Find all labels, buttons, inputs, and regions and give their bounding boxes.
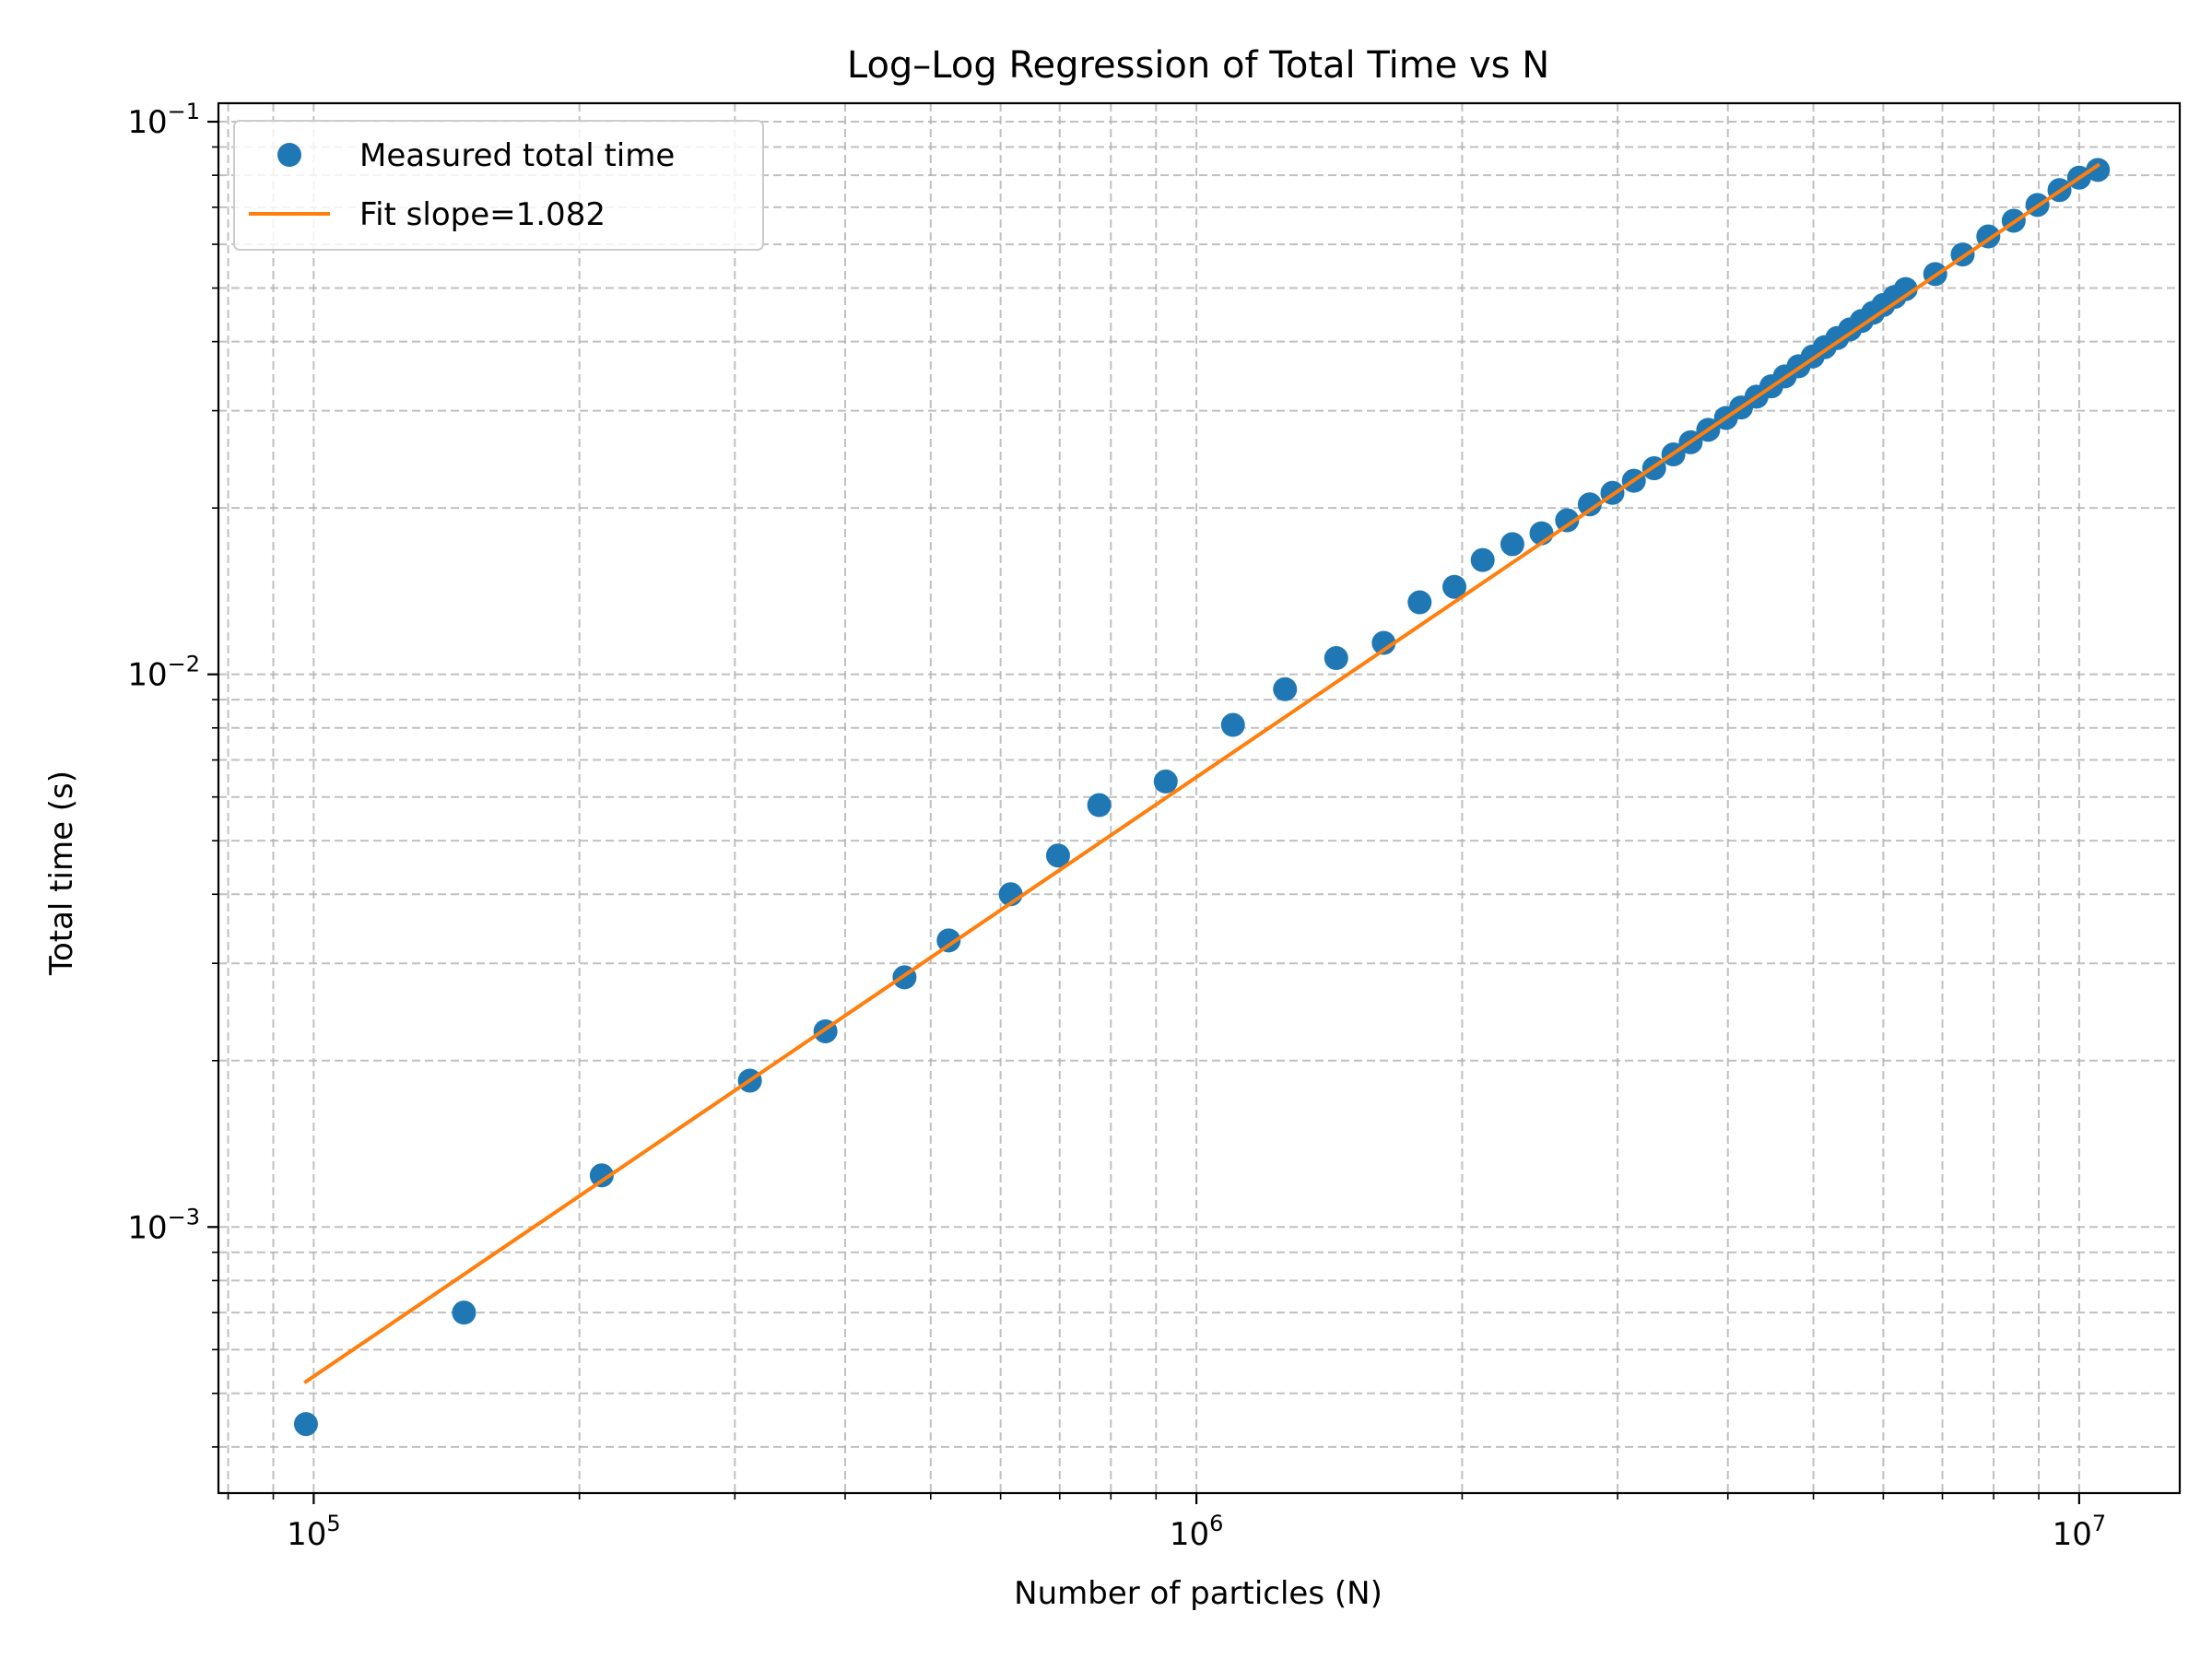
data-point: [1153, 769, 1178, 794]
fit-line: [303, 162, 2100, 1384]
y-tick-label: 10−2: [127, 652, 200, 694]
data-point: [936, 928, 961, 953]
legend-label-fit: Fit slope=1.082: [359, 196, 606, 233]
data-point: [1324, 646, 1348, 671]
axis-ticks: 105 106 107 10−3 10−2 10−1: [127, 99, 2106, 1553]
y-tick-label: 10−3: [127, 1204, 200, 1246]
data-point: [1500, 532, 1524, 557]
x-tick-label: 106: [1170, 1511, 1224, 1553]
data-point: [452, 1300, 477, 1325]
data-point: [1087, 793, 1112, 818]
data-point: [293, 1412, 318, 1437]
data-point: [1893, 276, 1918, 301]
data-point: [1470, 547, 1495, 572]
data-point: [2086, 158, 2111, 182]
data-point: [1442, 574, 1467, 599]
data-point: [1371, 630, 1396, 655]
legend-label-measured: Measured total time: [359, 137, 675, 174]
plot-area-frame: [217, 101, 2182, 1495]
data-point: [1045, 843, 1070, 868]
y-axis-label: Total time (s): [43, 771, 80, 976]
data-point: [1555, 508, 1580, 533]
legend-marker-measured: [277, 143, 301, 167]
data-point: [1273, 677, 1298, 701]
data-point: [589, 1163, 614, 1188]
data-point: [1407, 590, 1432, 615]
x-tick-label: 107: [2053, 1511, 2107, 1553]
legend-box: [233, 120, 764, 251]
chart-title: Log–Log Regression of Total Time vs N: [847, 44, 1549, 87]
x-tick-label: 105: [287, 1511, 341, 1553]
x-axis-label: Number of particles (N): [1014, 1575, 1382, 1612]
data-point: [1577, 492, 1602, 517]
legend: Measured total time Fit slope=1.082: [233, 120, 764, 251]
y-tick-label: 10−1: [127, 99, 200, 141]
data-point: [1220, 712, 1245, 737]
data-series: [293, 158, 2111, 1437]
